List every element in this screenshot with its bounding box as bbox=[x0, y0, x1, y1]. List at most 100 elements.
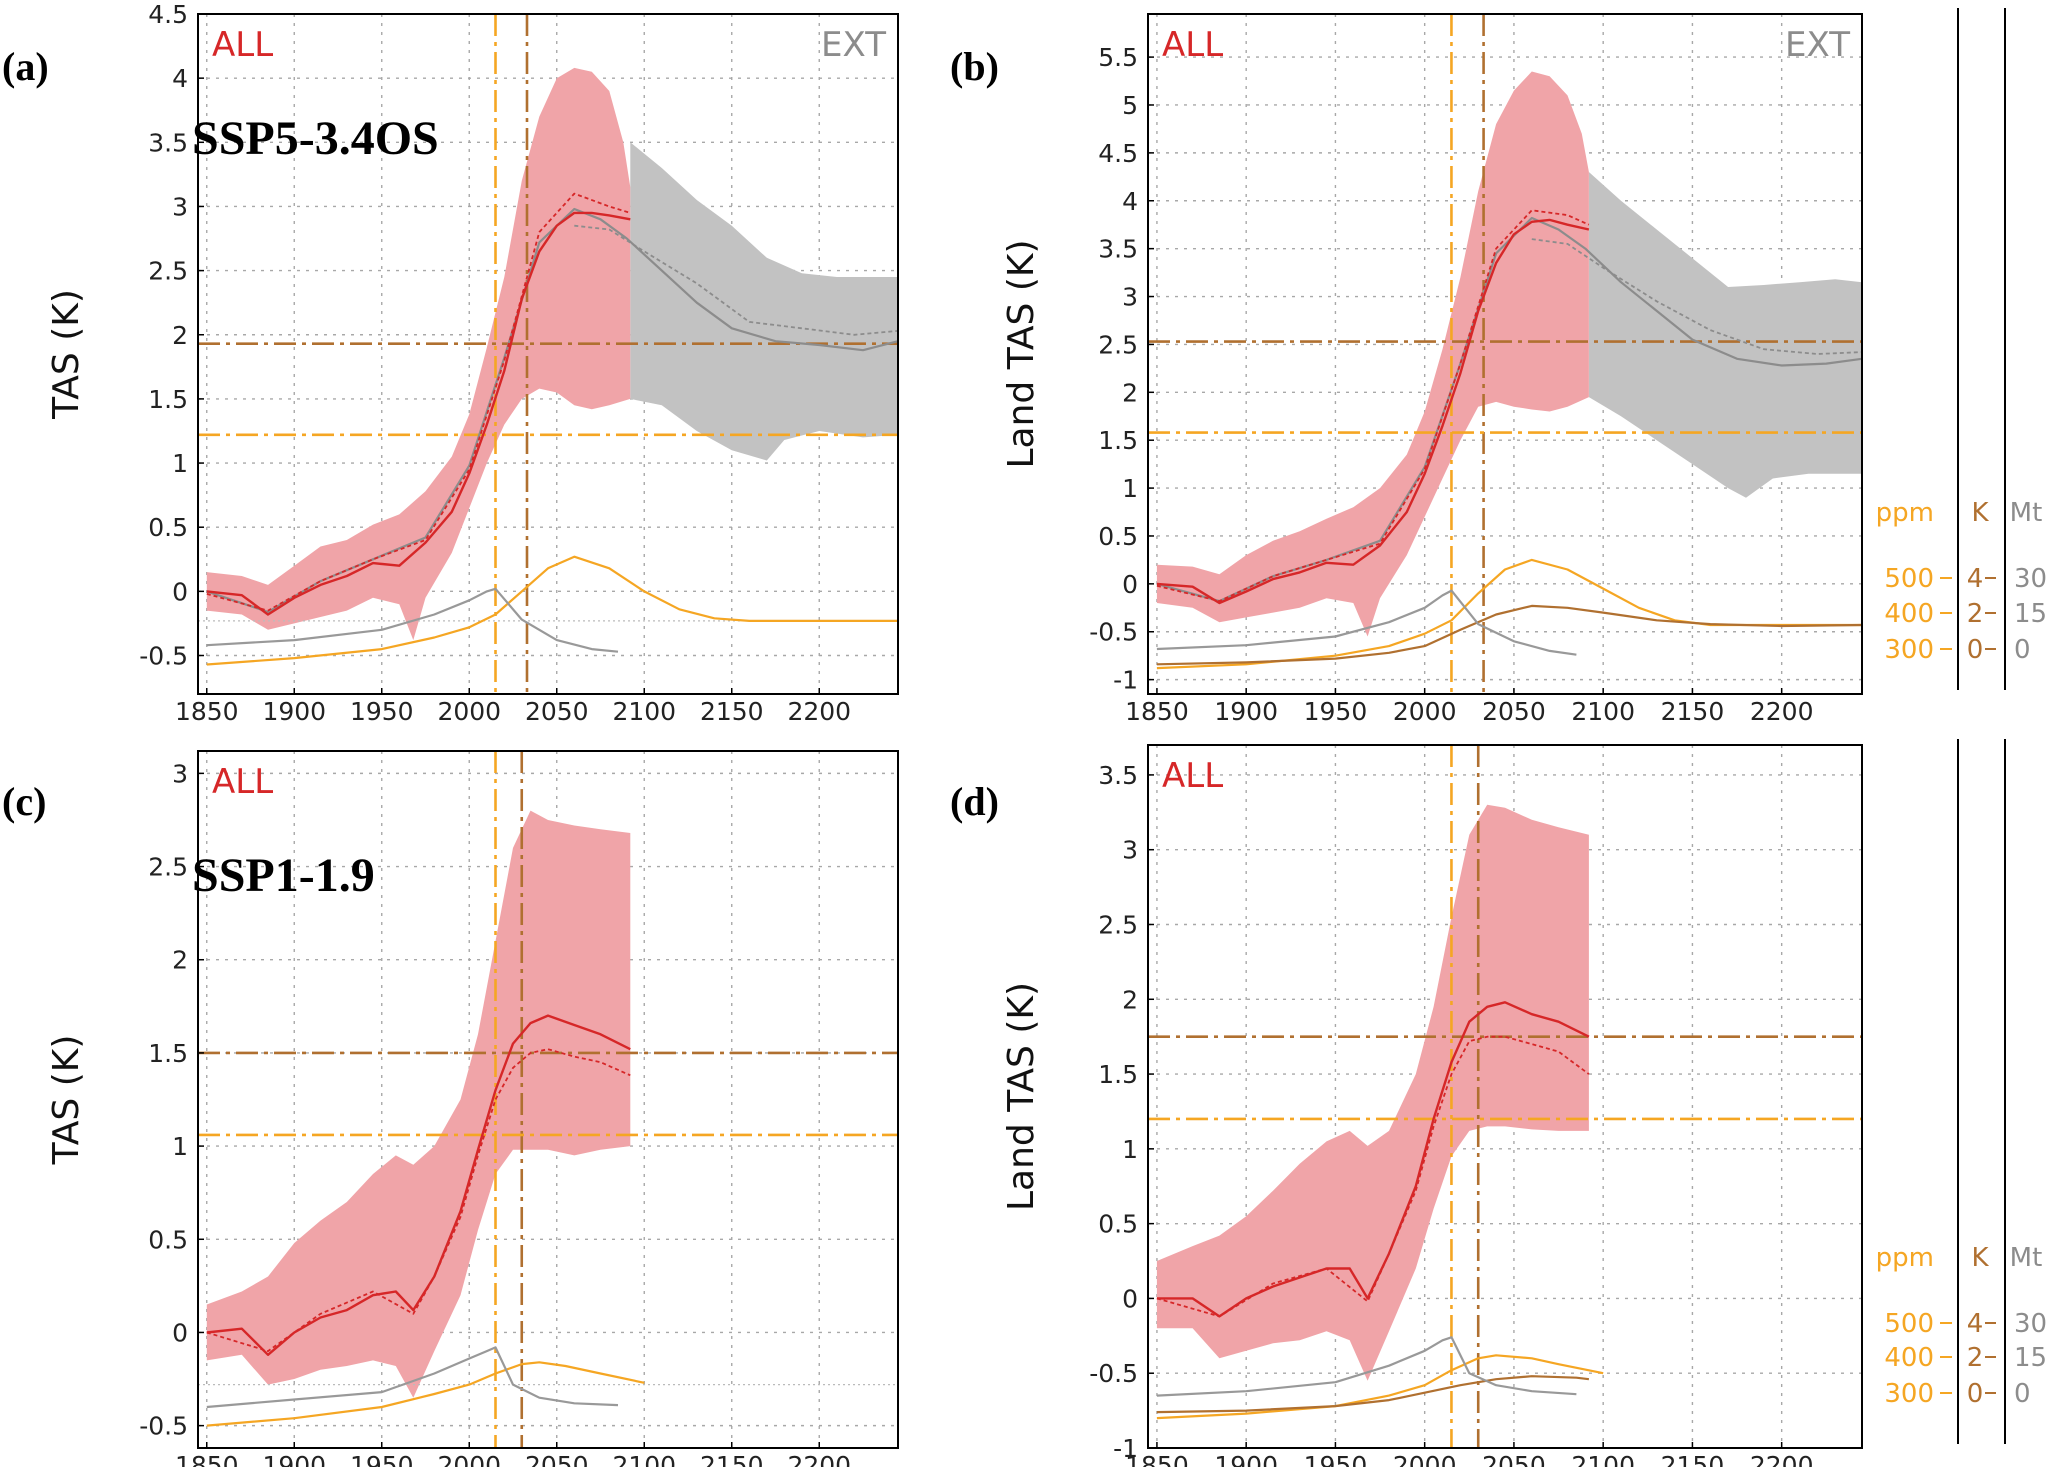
x-tick-label: 2200 bbox=[1750, 697, 1814, 726]
panel-label: (a) bbox=[2, 44, 49, 89]
k-tick-label: 0 bbox=[1967, 1379, 1984, 1409]
all-mean-line bbox=[206, 211, 631, 616]
y-tick-label: -0.5 bbox=[139, 1412, 188, 1441]
plot-frame bbox=[1147, 13, 1863, 695]
legend-all: ALL bbox=[212, 762, 273, 802]
ppm-tick-label: 400 bbox=[1884, 1343, 1934, 1373]
x-tick-label: 1900 bbox=[1214, 697, 1278, 726]
emissions-line bbox=[1156, 589, 1577, 656]
co2-concentration-line bbox=[1156, 1354, 1604, 1420]
k-tick-label: 0 bbox=[1967, 635, 1984, 665]
ext-alt-line bbox=[574, 224, 898, 336]
y-tick-label: 3 bbox=[1122, 836, 1138, 865]
plot-frame bbox=[1147, 744, 1863, 1449]
y-tick-label: 2.5 bbox=[1098, 910, 1138, 939]
x-tick-label: 2050 bbox=[1482, 697, 1546, 726]
y-tick-label: 0.5 bbox=[148, 1225, 188, 1254]
x-tick-label: 1950 bbox=[350, 1451, 414, 1467]
plot-frame bbox=[197, 13, 899, 695]
mt-tick-label: 30 bbox=[2014, 1309, 2047, 1339]
panel-label: (b) bbox=[950, 44, 999, 89]
x-tick-label: 2200 bbox=[787, 697, 851, 726]
y-tick-label: 0.5 bbox=[148, 513, 188, 542]
k-unit-label: K bbox=[1971, 1243, 1989, 1273]
y-tick-label: 4 bbox=[1122, 187, 1138, 216]
all-alt-line bbox=[1156, 1035, 1590, 1318]
y-tick-label: 0 bbox=[172, 577, 188, 606]
ppm-tick-label: 300 bbox=[1884, 1379, 1934, 1409]
all-uncertainty-band bbox=[206, 810, 631, 1398]
y-tick-label: 2 bbox=[1122, 378, 1138, 407]
temperature-forcing-line bbox=[1156, 1375, 1590, 1414]
y-tick-label: -0.5 bbox=[1089, 1359, 1138, 1388]
plot-area bbox=[1148, 745, 1862, 1448]
x-tick-label: 1900 bbox=[262, 1451, 326, 1467]
legend-all: ALL bbox=[212, 25, 273, 65]
co2-concentration-line bbox=[1156, 558, 1862, 670]
y-tick-label: 1.5 bbox=[1098, 426, 1138, 455]
plot-frame bbox=[197, 750, 899, 1449]
all-uncertainty-band bbox=[206, 67, 631, 641]
x-tick-label: 2150 bbox=[700, 697, 764, 726]
y-tick-label: -0.5 bbox=[139, 642, 188, 671]
x-tick-label: 1850 bbox=[175, 1451, 239, 1467]
k-tick-label: 2 bbox=[1967, 599, 1984, 629]
y-tick-label: 4.5 bbox=[1098, 139, 1138, 168]
mt-tick-label: 30 bbox=[2014, 564, 2047, 594]
x-tick-label: 2200 bbox=[787, 1451, 851, 1467]
panel-label: (d) bbox=[950, 779, 999, 824]
ppm-unit-label: ppm bbox=[1876, 1243, 1934, 1273]
y-tick-label: 0 bbox=[172, 1318, 188, 1347]
mt-tick-label: 15 bbox=[2014, 599, 2047, 629]
y-tick-label: 2.5 bbox=[148, 257, 188, 286]
mt-unit-label: Mt bbox=[2010, 1243, 2043, 1273]
y-axis-label: TAS (K) bbox=[46, 289, 87, 420]
emissions-line bbox=[1156, 1336, 1577, 1397]
y-tick-label: 2.5 bbox=[148, 853, 188, 882]
co2-concentration-line bbox=[206, 1361, 645, 1427]
x-tick-label: 1850 bbox=[1125, 1451, 1189, 1467]
x-tick-label: 1900 bbox=[262, 697, 326, 726]
all-mean-line bbox=[1156, 1001, 1590, 1318]
all-uncertainty-band bbox=[1156, 804, 1589, 1381]
y-tick-label: 1.5 bbox=[148, 385, 188, 414]
y-axis-label: Land TAS (K) bbox=[1001, 982, 1042, 1211]
y-tick-label: 2.5 bbox=[1098, 330, 1138, 359]
x-tick-label: 2150 bbox=[700, 1451, 764, 1467]
x-tick-label: 2000 bbox=[437, 697, 501, 726]
x-tick-label: 2050 bbox=[1482, 1451, 1546, 1467]
x-tick-label: 2200 bbox=[1750, 1451, 1814, 1467]
y-axis-label: TAS (K) bbox=[46, 1035, 87, 1166]
y-tick-label: -0.5 bbox=[1089, 618, 1138, 647]
plot-area bbox=[198, 14, 898, 694]
temperature-forcing-line bbox=[1156, 604, 1862, 666]
y-tick-label: 3 bbox=[1122, 283, 1138, 312]
scenario-label: SSP1-1.9 bbox=[192, 849, 375, 902]
y-tick-label: 3.5 bbox=[1098, 235, 1138, 264]
y-tick-label: 2 bbox=[1122, 985, 1138, 1014]
x-tick-label: 2000 bbox=[437, 1451, 501, 1467]
legend-ext: EXT bbox=[1785, 25, 1850, 65]
y-tick-label: 0 bbox=[1122, 570, 1138, 599]
x-tick-label: 2150 bbox=[1661, 1451, 1725, 1467]
panel-a: 1850 1900 1950 2000 2050 2100 2150 2200 -0.5 0 0.5… bbox=[2, 0, 899, 726]
y-tick-label: 2 bbox=[172, 321, 188, 350]
y-tick-label: 1 bbox=[172, 1132, 188, 1161]
y-tick-label: 1 bbox=[1122, 1135, 1138, 1164]
ppm-tick-label: 500 bbox=[1884, 1309, 1934, 1339]
x-tick-label: 2000 bbox=[1393, 697, 1457, 726]
mt-tick-label: 15 bbox=[2014, 1343, 2047, 1373]
y-tick-label: 0.5 bbox=[1098, 1210, 1138, 1239]
ext-uncertainty-band bbox=[630, 142, 898, 461]
x-tick-label: 2050 bbox=[525, 1451, 589, 1467]
y-axis-label: Land TAS (K) bbox=[1001, 239, 1042, 468]
mt-tick-label: 0 bbox=[2014, 635, 2031, 665]
ext-alt-line bbox=[1531, 238, 1862, 355]
panel-b: 1850 1900 1950 2000 2050 2100 2150 2200-1-0.500… bbox=[950, 8, 2047, 726]
emissions-line bbox=[206, 587, 619, 653]
ppm-tick-label: 400 bbox=[1884, 599, 1934, 629]
x-tick-label: 1850 bbox=[175, 697, 239, 726]
x-tick-label: 1900 bbox=[1214, 1451, 1278, 1467]
y-tick-label: 3 bbox=[172, 759, 188, 788]
x-tick-label: 1950 bbox=[1304, 697, 1368, 726]
